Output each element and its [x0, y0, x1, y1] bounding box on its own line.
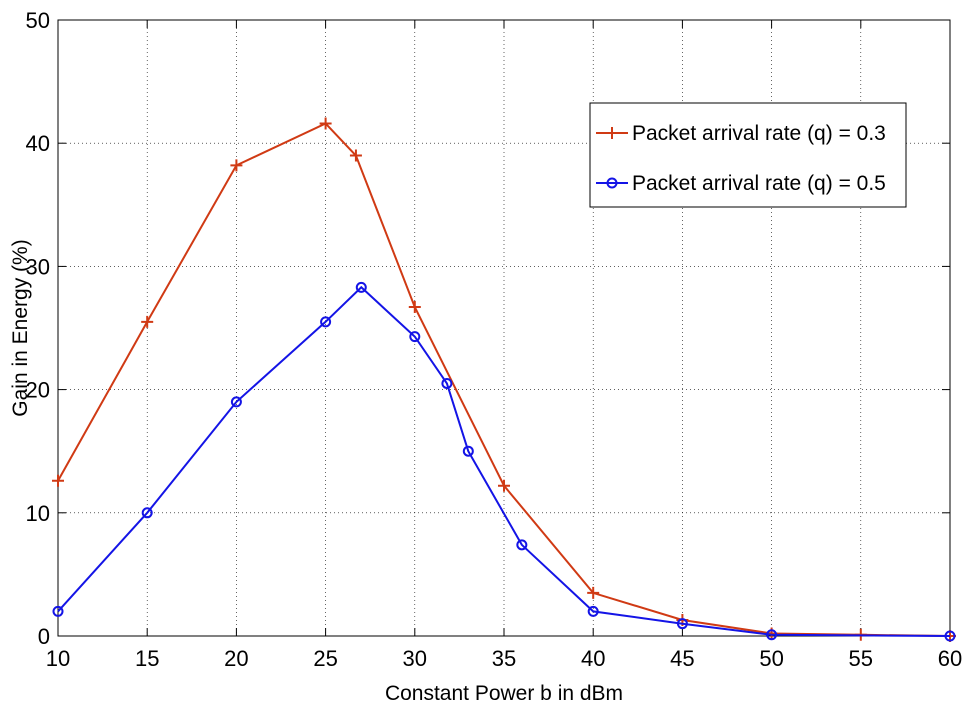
data-point: [141, 507, 153, 519]
data-point: [409, 331, 421, 343]
data-point: [319, 117, 332, 130]
y-tick-label: 30: [26, 254, 50, 279]
data-point: [587, 605, 599, 617]
x-tick-label: 10: [46, 646, 70, 671]
legend-entry: Packet arrival rate (q) = 0.3: [596, 122, 886, 145]
legend-marker: [606, 177, 618, 189]
data-point: [141, 315, 154, 328]
x-tick-label: 15: [135, 646, 159, 671]
data-point: [462, 445, 474, 457]
data-point: [230, 159, 243, 172]
data-point: [766, 629, 778, 641]
data-point: [52, 474, 64, 487]
y-tick-label: 40: [26, 131, 50, 156]
series-line-0: [57, 122, 951, 637]
data-point: [587, 586, 600, 599]
data-point: [516, 539, 528, 551]
x-tick-label: 30: [403, 646, 427, 671]
x-tick-label: 50: [759, 646, 783, 671]
x-axis-title: Constant Power b in dBm: [385, 682, 623, 705]
legend-label: Packet arrival rate (q) = 0.3: [632, 122, 886, 145]
legend-marker: [606, 127, 618, 139]
data-point: [676, 618, 688, 630]
y-tick-label: 10: [26, 501, 50, 526]
series-line-1: [57, 285, 951, 637]
data-point: [230, 396, 242, 408]
legend-box: [589, 102, 907, 208]
x-tick-label: 45: [670, 646, 694, 671]
y-tick-label: 20: [26, 378, 50, 403]
y-tick-label: 0: [38, 624, 50, 649]
legend-label: Packet arrival rate (q) = 0.5: [632, 172, 886, 195]
series-layer: [52, 117, 956, 642]
x-tick-label: 20: [224, 646, 248, 671]
y-axis-title: Gain in Energy (%): [9, 239, 32, 416]
data-point: [349, 149, 362, 162]
data-point: [320, 316, 332, 328]
data-point: [498, 479, 510, 492]
x-tick-label: 55: [849, 646, 873, 671]
data-point: [441, 377, 453, 389]
legend: Packet arrival rate (q) = 0.3 Packet arri…: [589, 102, 907, 208]
grid: [58, 20, 950, 636]
series-1: [52, 281, 956, 642]
data-point: [408, 301, 421, 314]
x-tick-label: 25: [313, 646, 337, 671]
data-point: [52, 605, 64, 617]
legend-entry: Packet arrival rate (q) = 0.5: [596, 172, 886, 195]
y-tick-label: 50: [26, 8, 50, 33]
x-tick-label: 40: [581, 646, 605, 671]
x-tick-label: 60: [938, 646, 962, 671]
x-tick-label: 35: [492, 646, 516, 671]
data-point: [944, 630, 956, 642]
data-point: [355, 281, 367, 293]
